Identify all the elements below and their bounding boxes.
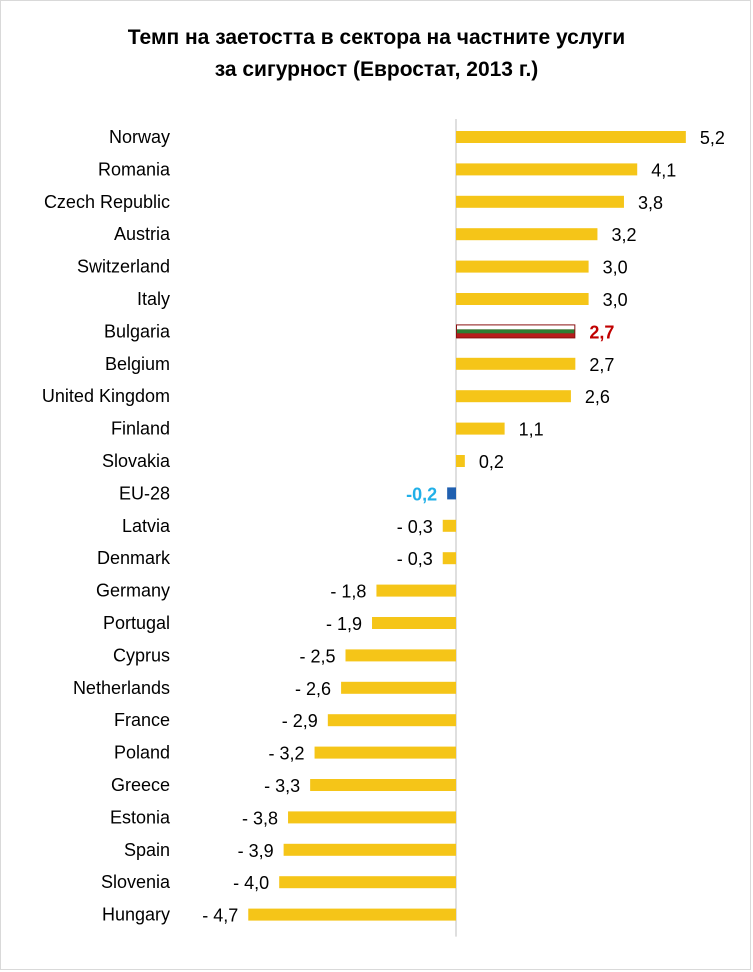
bar-united-kingdom bbox=[456, 390, 571, 403]
bar-germany bbox=[376, 584, 456, 597]
category-label-hungary: Hungary bbox=[102, 905, 170, 925]
category-label-austria: Austria bbox=[114, 224, 171, 244]
category-label-estonia: Estonia bbox=[110, 807, 171, 827]
chart-title: Темп на заетостта в сектора на частните … bbox=[0, 22, 753, 86]
value-label-norway: 5,2 bbox=[700, 128, 725, 148]
category-label-spain: Spain bbox=[124, 840, 170, 860]
category-label-slovakia: Slovakia bbox=[102, 451, 171, 471]
value-label-latvia: - 0,3 bbox=[397, 517, 433, 537]
value-label-france: - 2,9 bbox=[282, 711, 318, 731]
bar-portugal bbox=[372, 617, 456, 629]
category-label-romania: Romania bbox=[98, 159, 171, 179]
bar-switzerland bbox=[456, 260, 589, 273]
category-label-czech-republic: Czech Republic bbox=[44, 192, 170, 212]
bar-finland bbox=[456, 422, 505, 435]
value-label-slovenia: - 4,0 bbox=[233, 873, 269, 893]
category-label-finland: Finland bbox=[111, 419, 170, 439]
bar-romania bbox=[456, 163, 638, 176]
category-label-greece: Greece bbox=[111, 775, 170, 795]
category-label-belgium: Belgium bbox=[105, 354, 170, 374]
category-label-cyprus: Cyprus bbox=[113, 645, 170, 665]
category-label-united-kingdom: United Kingdom bbox=[42, 386, 170, 406]
value-label-denmark: - 0,3 bbox=[397, 549, 433, 569]
bar-czech-republic bbox=[456, 195, 624, 208]
value-label-belgium: 2,7 bbox=[589, 355, 614, 375]
category-label-italy: Italy bbox=[137, 289, 170, 309]
category-label-poland: Poland bbox=[114, 743, 170, 763]
value-label-romania: 4,1 bbox=[651, 160, 676, 180]
bar-bulgaria-stripe-white bbox=[457, 325, 575, 330]
category-label-france: France bbox=[114, 710, 170, 730]
bar-latvia bbox=[442, 519, 456, 532]
bar-slovenia bbox=[279, 876, 456, 889]
category-label-eu-28: EU-28 bbox=[119, 483, 170, 503]
bar-italy bbox=[456, 293, 589, 305]
bar-bulgaria-stripe-green bbox=[457, 329, 575, 334]
value-label-switzerland: 3,0 bbox=[603, 258, 628, 278]
category-label-netherlands: Netherlands bbox=[73, 678, 170, 698]
value-label-hungary: - 4,7 bbox=[202, 906, 238, 926]
value-label-cyprus: - 2,5 bbox=[299, 646, 335, 666]
bar-bulgaria bbox=[456, 324, 576, 339]
category-label-norway: Norway bbox=[109, 127, 170, 147]
category-label-switzerland: Switzerland bbox=[77, 257, 170, 277]
value-label-austria: 3,2 bbox=[611, 225, 636, 245]
chart-title-line1: Темп на заетостта в сектора на частните … bbox=[127, 26, 626, 49]
category-label-germany: Germany bbox=[96, 581, 170, 601]
value-label-portugal: - 1,9 bbox=[326, 614, 362, 634]
category-label-slovenia: Slovenia bbox=[101, 872, 171, 892]
value-label-greece: - 3,3 bbox=[264, 776, 300, 796]
value-label-netherlands: - 2,6 bbox=[295, 679, 331, 699]
bar-france bbox=[327, 714, 456, 727]
bar-eu-28 bbox=[447, 487, 456, 500]
bar-norway bbox=[456, 131, 686, 143]
bar-belgium bbox=[456, 357, 576, 370]
bar-netherlands bbox=[341, 681, 456, 694]
value-label-finland: 1,1 bbox=[519, 420, 544, 440]
value-label-poland: - 3,2 bbox=[269, 744, 305, 764]
bar-bulgaria-stripe-red bbox=[457, 333, 575, 338]
bar-spain bbox=[283, 843, 456, 856]
category-label-portugal: Portugal bbox=[103, 613, 170, 633]
bar-greece bbox=[310, 779, 456, 791]
value-label-czech-republic: 3,8 bbox=[638, 193, 663, 213]
bar-austria bbox=[456, 228, 598, 241]
category-label-latvia: Latvia bbox=[122, 516, 171, 536]
chart-title-line2: за сигурност (Евростат, 2013 г.) bbox=[214, 58, 539, 81]
value-label-slovakia: 0,2 bbox=[479, 452, 504, 472]
value-label-estonia: - 3,8 bbox=[242, 808, 278, 828]
value-label-italy: 3,0 bbox=[603, 290, 628, 310]
category-label-bulgaria: Bulgaria bbox=[104, 321, 171, 341]
value-label-united-kingdom: 2,6 bbox=[585, 387, 610, 407]
bar-cyprus bbox=[345, 649, 456, 662]
category-label-denmark: Denmark bbox=[97, 548, 171, 568]
value-label-bulgaria: 2,7 bbox=[589, 322, 614, 342]
value-label-spain: - 3,9 bbox=[238, 841, 274, 861]
value-label-eu-28: -0,2 bbox=[406, 484, 437, 504]
bar-estonia bbox=[288, 811, 456, 824]
bar-denmark bbox=[442, 552, 456, 565]
bar-poland bbox=[314, 746, 456, 759]
value-label-germany: - 1,8 bbox=[330, 582, 366, 602]
bar-slovakia bbox=[456, 455, 465, 467]
bar-hungary bbox=[248, 908, 456, 921]
